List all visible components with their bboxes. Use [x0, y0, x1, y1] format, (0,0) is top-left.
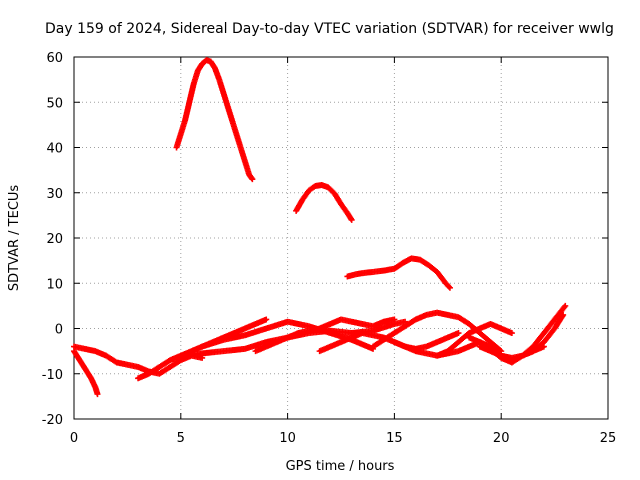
x-tick-label: 15: [386, 431, 403, 446]
data-point: [446, 284, 453, 291]
y-tick-label: 20: [46, 232, 63, 247]
data-series: [71, 57, 569, 398]
y-tick-label: -10: [42, 368, 63, 383]
series-arc-15: [476, 311, 567, 361]
y-tick-label: 10: [46, 277, 63, 292]
y-tick-label: 30: [46, 187, 63, 202]
data-point: [508, 330, 515, 337]
data-point: [348, 216, 355, 223]
y-tick-label: 50: [46, 96, 63, 111]
plot-border: [73, 56, 609, 420]
x-axis-label: GPS time / hours: [286, 459, 395, 474]
x-tick-label: 5: [177, 431, 185, 446]
series-arc-2: [293, 182, 355, 223]
plot-frame: [73, 56, 609, 420]
data-point: [391, 316, 398, 323]
data-point: [248, 175, 255, 182]
data-point: [249, 176, 256, 183]
y-tick-label: 60: [46, 51, 63, 66]
y-axis-label: SDTVAR / TECUs: [7, 185, 22, 292]
series-arc-3: [344, 255, 453, 291]
x-tick-label: 25: [600, 431, 617, 446]
series-arc-9: [252, 316, 398, 355]
y-tick-labels: -20 -10 0 10 20 30 40 50 60: [42, 51, 63, 428]
data-point: [560, 311, 567, 318]
x-tick-label: 20: [493, 431, 510, 446]
chart-title: Day 159 of 2024, Sidereal Day-to-day VTE…: [45, 21, 614, 37]
series-arc-1: [173, 57, 256, 183]
x-tick-label: 10: [279, 431, 296, 446]
data-point: [455, 330, 462, 337]
y-tick-label: 0: [55, 323, 63, 338]
series-arc-4: [71, 348, 101, 398]
data-point: [94, 391, 101, 398]
series-arc-5: [71, 343, 206, 377]
data-point: [263, 316, 270, 323]
grid-lines: [74, 57, 608, 419]
y-tick-label: 40: [46, 142, 63, 157]
x-tick-label: 0: [70, 431, 78, 446]
y-tick-label: -20: [42, 413, 63, 428]
x-tick-labels: 0 5 10 15 20 25: [70, 431, 616, 446]
data-point: [562, 302, 569, 309]
data-point: [445, 283, 452, 290]
